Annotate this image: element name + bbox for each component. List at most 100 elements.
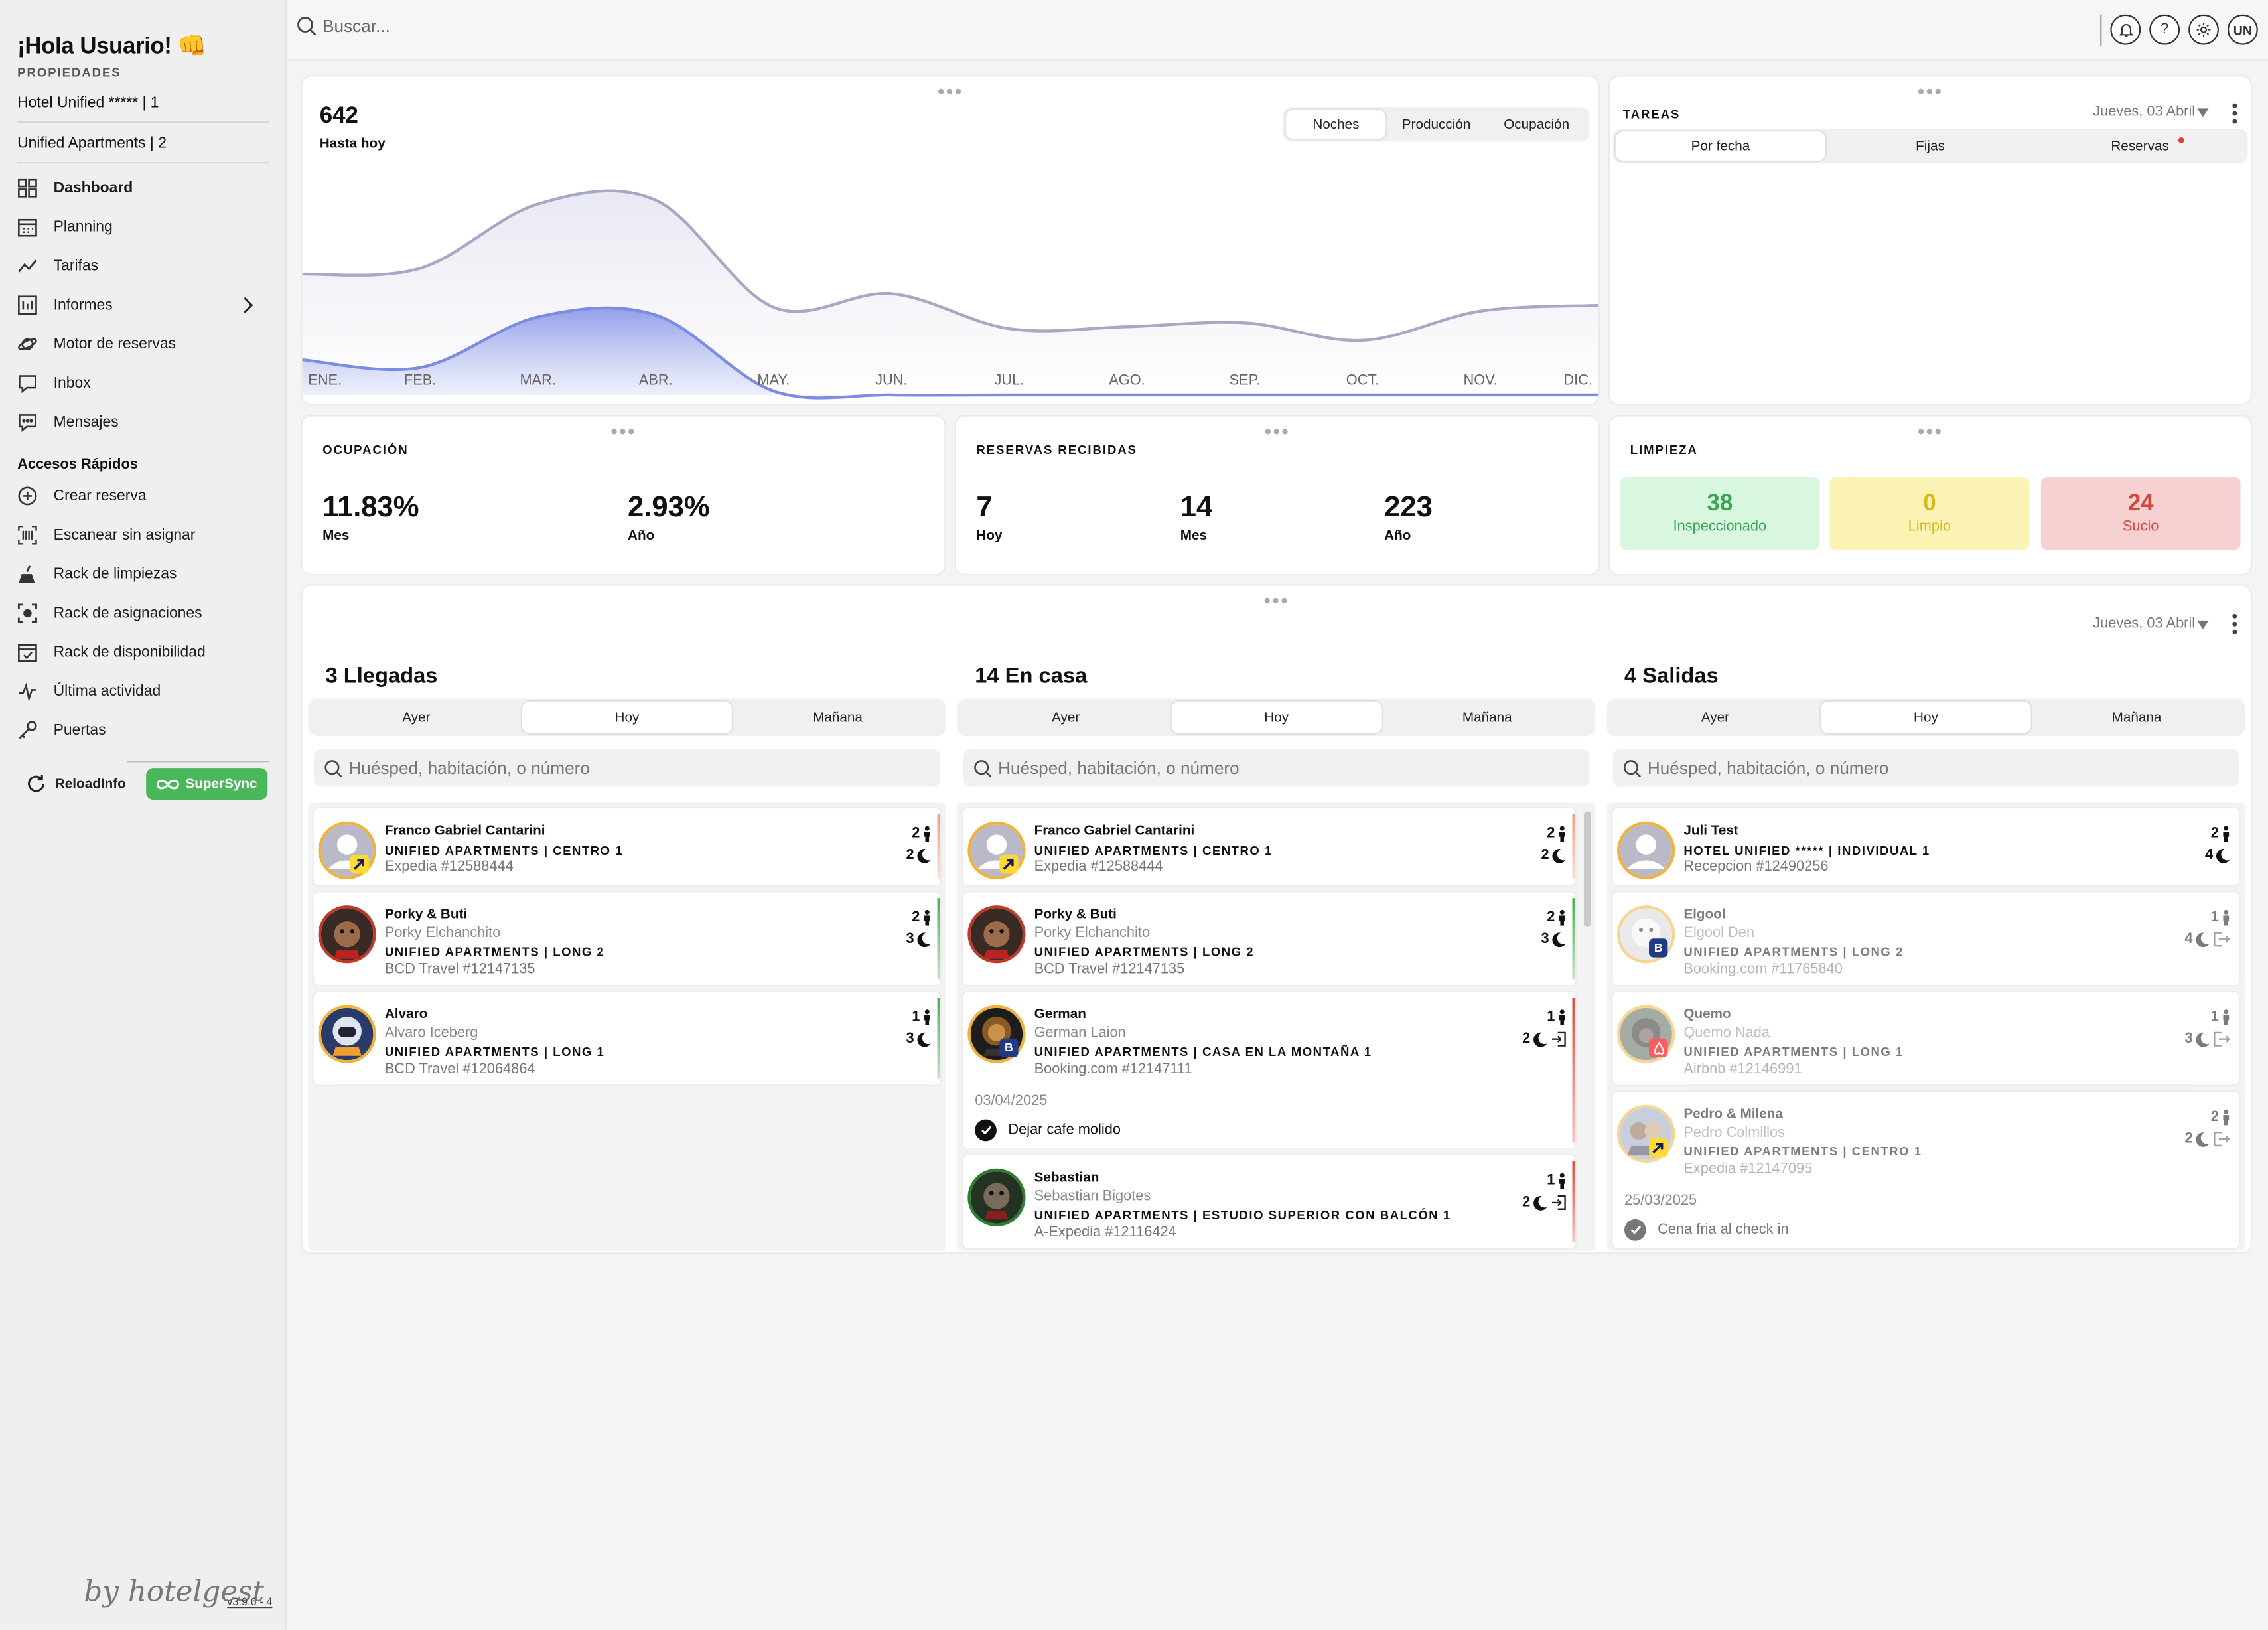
guest-card[interactable]: B German German Laion UNIFIED APARTMENTS | … (963, 992, 1575, 1149)
drag-handle[interactable]: ••• (610, 419, 636, 443)
booking-source: BCD Travel #12147135 (1034, 961, 1185, 978)
dog-avatar (320, 908, 374, 960)
occupancy-month-value: 11.83% (322, 491, 419, 524)
drag-handle[interactable]: ••• (1263, 588, 1290, 612)
tab-por-fecha[interactable]: Por fecha (1615, 131, 1825, 161)
more-icon[interactable] (2232, 613, 2238, 635)
drag-handle[interactable]: ••• (1917, 79, 1944, 103)
guest-search-input[interactable]: Huésped, habitación, o número (1612, 749, 2239, 787)
guest-card[interactable]: Porky & Buti Porky Elchanchito UNIFIED APA… (314, 892, 940, 985)
task-note[interactable]: Dejar cafe molido (975, 1119, 1121, 1142)
nav-dashboard[interactable]: Dashboard (17, 173, 269, 202)
property-item[interactable]: Unified Apartments | 2 (17, 134, 167, 152)
cleaning-clean[interactable]: 0 Limpio (1829, 477, 2030, 550)
tasks-date-select[interactable]: Jueves, 03 Abril (2093, 104, 2210, 120)
user-avatar-button[interactable]: UN (2227, 14, 2258, 45)
more-icon[interactable] (2232, 103, 2238, 125)
nav-motor-reservas[interactable]: Motor de reservas (17, 330, 269, 359)
version-link[interactable]: v3.9.6 - 4 (227, 1595, 273, 1609)
nav-mensajes[interactable]: Mensajes (17, 408, 269, 437)
x-tick-label: JUN. (875, 372, 907, 388)
person-icon (1559, 826, 1565, 842)
settings-button[interactable] (2188, 14, 2219, 45)
cleaning-inspected[interactable]: 38 Inspeccionado (1620, 477, 1820, 550)
guest-search-input[interactable]: Huésped, habitación, o número (314, 749, 940, 787)
global-search[interactable]: Buscar... (297, 16, 390, 36)
drag-handle[interactable]: ••• (1917, 419, 1944, 443)
quick-rack-asignaciones[interactable]: Rack de asignaciones (17, 599, 269, 628)
guest-card[interactable]: Alvaro Alvaro Iceberg UNIFIED APARTMENTS |… (314, 992, 940, 1085)
drag-handle[interactable]: ••• (1264, 419, 1291, 443)
nights-value: 4 (2205, 847, 2214, 863)
infinity-icon (157, 778, 180, 789)
tab-produccion[interactable]: Producción (1401, 116, 1471, 133)
tab-reservas[interactable]: Reservas (2035, 131, 2245, 161)
astronaut-avatar (320, 1007, 374, 1061)
guest-card[interactable]: Porky & Buti Porky Elchanchito UNIFIED APA… (963, 892, 1575, 985)
movements-date-select[interactable]: Jueves, 03 Abril (2093, 616, 2210, 632)
quick-ultima-actividad[interactable]: Última actividad (17, 677, 269, 706)
scrollbar[interactable] (1583, 811, 1591, 927)
tab-day[interactable]: Hoy (1820, 701, 2032, 733)
guest-name: Porky & Buti (384, 907, 468, 923)
nav-label: Rack de disponibilidad (53, 643, 206, 661)
nav-label: Informes (53, 296, 113, 314)
bell-button[interactable] (2110, 14, 2141, 45)
tab-noches[interactable]: Noches (1285, 110, 1387, 139)
task-note[interactable]: Cena fria al check in (1624, 1219, 1789, 1241)
activity-icon (19, 682, 36, 702)
tab-day[interactable]: Mañana (813, 709, 863, 725)
nights-value: 2 (1522, 1194, 1531, 1211)
nav-tarifas[interactable]: Tarifas (17, 252, 269, 281)
tab-day[interactable]: Ayer (1052, 709, 1080, 725)
tab-day[interactable]: Ayer (402, 709, 431, 725)
guest-fullname: German Laion (1034, 1024, 1126, 1041)
property-item[interactable]: Hotel Unified ***** | 1 (17, 94, 159, 111)
date-label: Jueves, 03 Abril (2093, 104, 2196, 120)
guest-list[interactable]: Franco Gabriel Cantarini UNIFIED APARTMEN… (308, 802, 946, 1251)
nights-count: 2 (906, 848, 932, 863)
tab-fijas[interactable]: Fijas (1916, 138, 1945, 155)
guest-list[interactable]: Franco Gabriel Cantarini UNIFIED APARTMEN… (957, 802, 1596, 1251)
quick-crear-reserva[interactable]: Crear reserva (17, 482, 269, 511)
pax-value: 1 (2210, 1009, 2219, 1026)
nights-count: 2 (1522, 1031, 1567, 1047)
guest-list[interactable]: Juli Test HOTEL UNIFIED ***** | INDIVIDUA… (1606, 802, 2245, 1251)
tab-day[interactable]: Hoy (522, 701, 733, 733)
tab-day[interactable]: Mañana (1462, 709, 1512, 725)
guest-card[interactable]: Quemo Quemo Nada UNIFIED APARTMENTS | LONG… (1612, 992, 2239, 1085)
tab-day[interactable]: Ayer (1701, 709, 1730, 725)
room-name: UNIFIED APARTMENTS | CENTRO 1 (1683, 1144, 1922, 1159)
nav-inbox[interactable]: Inbox (17, 369, 269, 398)
reload-info-button[interactable]: ReloadInfo (17, 768, 139, 800)
guest-card[interactable]: Juli Test HOTEL UNIFIED ***** | INDIVIDUA… (1612, 808, 2239, 885)
guest-fullname: Quemo Nada (1683, 1024, 1770, 1041)
supersync-button[interactable]: SuperSync (146, 768, 268, 800)
help-button[interactable]: ? (2149, 14, 2180, 45)
calendar-check-icon (18, 644, 37, 662)
tab-day[interactable]: Hoy (1170, 701, 1382, 733)
nav-informes[interactable]: Informes (17, 291, 269, 320)
bookings-month-label: Mes (1180, 528, 1208, 544)
guest-search-input[interactable]: Huésped, habitación, o número (963, 749, 1590, 787)
guest-card[interactable]: Pedro & Milena Pedro Colmillos UNIFIED APA… (1612, 1092, 2239, 1248)
nav-planning[interactable]: Planning (17, 212, 269, 242)
nav-label: Tarifas (53, 257, 99, 275)
quick-rack-disponibilidad[interactable]: Rack de disponibilidad (17, 638, 269, 667)
guest-card[interactable]: B Elgool Elgool Den UNIFIED APARTMENTS | LO… (1612, 892, 2239, 985)
tab-ocupacion[interactable]: Ocupación (1504, 116, 1570, 133)
drag-handle[interactable]: ••• (937, 79, 963, 103)
booking-source: Airbnb #12146991 (1683, 1061, 1802, 1077)
nights-value: 2 (1522, 1031, 1531, 1047)
quick-rack-limpiezas[interactable]: Rack de limpiezas (17, 559, 269, 589)
quick-escanear[interactable]: Escanear sin asignar (17, 520, 269, 550)
guest-card[interactable]: Franco Gabriel Cantarini UNIFIED APARTMEN… (963, 808, 1575, 885)
guest-card[interactable]: Sebastian Sebastian Bigotes UNIFIED APARTM… (963, 1155, 1575, 1248)
guest-card[interactable]: Franco Gabriel Cantarini UNIFIED APARTMEN… (314, 808, 940, 885)
tab-day[interactable]: Mañana (2111, 709, 2162, 725)
nights-count: 3 (906, 1031, 932, 1047)
bookings-year-value: 223 (1384, 491, 1433, 524)
quick-puertas[interactable]: Puertas (17, 716, 269, 745)
cleaning-dirty[interactable]: 24 Sucio (2040, 477, 2241, 550)
series-line (302, 306, 1598, 400)
